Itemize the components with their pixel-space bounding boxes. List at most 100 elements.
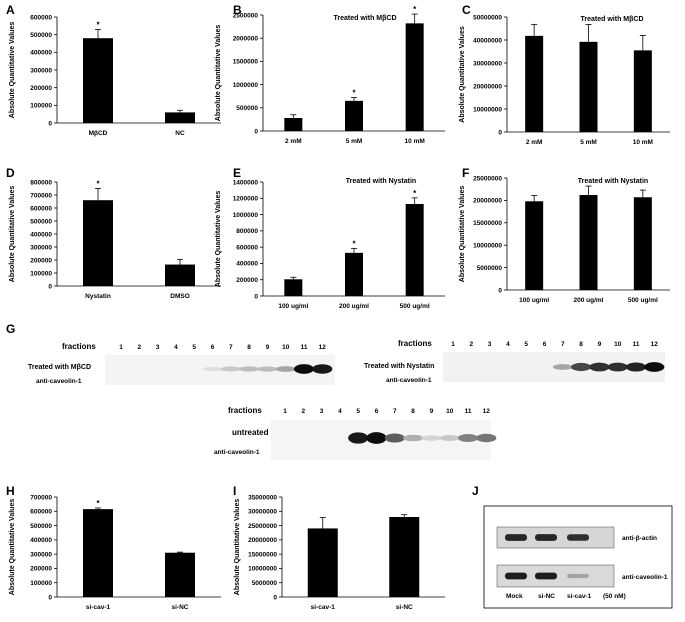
- chart-h-ytick-label: 400000: [30, 537, 52, 544]
- chart-f-ytick-label: 15000000: [473, 220, 502, 227]
- blot-mbcd-fraction-number: 9: [266, 344, 270, 351]
- chart-d-ytick-label: 700000: [30, 192, 52, 199]
- chart-e-bar: [345, 252, 363, 296]
- chart-c-ytick-label: 30000000: [473, 60, 502, 67]
- chart-d: 0 100000 200000 300000 400000 500000 600000 700…: [9, 179, 221, 300]
- blot-nystatin-band: [552, 364, 573, 370]
- chart-e-ytick-label: 1200000: [233, 196, 259, 203]
- western-j-band: [535, 572, 557, 580]
- blot-nystatin-treatment-label: Treated with Nystatin: [364, 363, 434, 370]
- western-j-lane-mock: Mock: [506, 593, 523, 600]
- chart-a-ytick-label: 600000: [30, 14, 52, 21]
- panel-letter-e: E: [233, 166, 241, 180]
- blot-mbcd-fraction-number: 7: [229, 344, 233, 351]
- panel-f-title: Treated with Nystatin: [578, 178, 648, 185]
- chart-a-ytick-label: 200000: [30, 85, 52, 92]
- chart-a-ytick-label: 400000: [30, 50, 52, 57]
- chart-f-ylabel: Absolute Quantitative Values: [459, 186, 466, 283]
- western-j: anti-β-actin anti-caveolin-1 Mock si-NC …: [483, 505, 673, 609]
- chart-d-category-label: DMSO: [170, 293, 190, 300]
- chart-b-ytick-label: 500000: [236, 105, 258, 112]
- chart-c-ytick-label: 10000000: [473, 106, 502, 113]
- chart-f-category-label: 200 ug/ml: [574, 297, 604, 304]
- chart-a-ylabel: Absolute Quantitative Values: [9, 22, 16, 119]
- chart-e-ytick-label: 1400000: [233, 179, 259, 186]
- chart-h-ytick-label: 0: [48, 594, 52, 601]
- blot-mbcd-band: [202, 366, 223, 372]
- blot-untreated-fractions-label: fractions: [228, 406, 262, 415]
- chart-d-ytick-label: 600000: [30, 205, 52, 212]
- blot-untreated-fraction-number: 9: [430, 408, 434, 415]
- chart-c-bar: [633, 50, 652, 132]
- blot-nystatin-band: [625, 362, 647, 372]
- panel-letter-b: B: [233, 3, 242, 17]
- blot-nystatin-fraction-number: 4: [506, 341, 510, 348]
- blot-untreated-band: [384, 433, 405, 443]
- chart-h-category-label: si-cav-1: [86, 604, 111, 611]
- chart-i: 0 5000000 10000000 15000000 20000000 25000000…: [234, 494, 445, 611]
- chart-i-category-label: si-NC: [396, 604, 413, 611]
- chart-e-ytick-label: 800000: [236, 228, 258, 235]
- chart-i-ytick-label: 10000000: [248, 566, 277, 573]
- blot-mbcd-fractions-label: fractions: [62, 342, 96, 351]
- blot-untreated-band: [348, 432, 369, 444]
- chart-d-ytick-label: 200000: [30, 257, 52, 264]
- chart-e-ytick-label: 0: [254, 293, 258, 300]
- chart-b-category-label: 2 mM: [285, 138, 302, 145]
- chart-a-ytick-label: 300000: [30, 67, 52, 74]
- panel-b-title: Treated with MβCD: [334, 15, 397, 22]
- blot-untreated-fraction-number: 11: [465, 408, 472, 415]
- chart-d-ytick-label: 100000: [30, 270, 52, 277]
- blot-mbcd: fractions Treated with MβCD anti-caveoli…: [28, 342, 335, 385]
- chart-c-category-label: 5 mM: [580, 139, 597, 146]
- chart-a-bar: [83, 38, 113, 124]
- blot-nystatin-fraction-number: 7: [561, 341, 565, 348]
- chart-h-ytick-label: 700000: [30, 494, 52, 501]
- chart-i-ytick-label: 20000000: [248, 537, 277, 544]
- panel-letter-f: F: [462, 166, 469, 180]
- chart-b-significance: *: [352, 89, 356, 98]
- chart-e-category-label: 200 ug/ml: [339, 303, 369, 310]
- chart-i-ytick-label: 5000000: [252, 580, 278, 587]
- blot-mbcd-band: [220, 366, 241, 372]
- blot-untreated-fraction-number: 3: [320, 408, 324, 415]
- chart-a-ytick-label: 500000: [30, 32, 52, 39]
- chart-a-ytick-label: 0: [48, 120, 52, 127]
- chart-c-ytick-label: 0: [498, 129, 502, 136]
- blot-mbcd-fraction-number: 2: [137, 344, 141, 351]
- blot-nystatin-antibody-label: anti-caveolin-1: [386, 377, 432, 384]
- chart-d-ytick-label: 0: [48, 283, 52, 290]
- chart-e-category-label: 500 ug/ml: [400, 303, 430, 310]
- blot-mbcd-band: [312, 364, 333, 374]
- blot-untreated-fraction-number: 2: [301, 408, 305, 415]
- blot-mbcd-band: [275, 366, 296, 372]
- blot-nystatin-fraction-number: 6: [543, 341, 547, 348]
- blot-untreated-fraction-number: 10: [446, 408, 454, 415]
- chart-d-ylabel: Absolute Quantitative Values: [9, 186, 16, 283]
- chart-d-significance: *: [96, 180, 100, 189]
- chart-b-ytick-label: 0: [254, 128, 258, 135]
- panel-letter-c: C: [462, 3, 471, 17]
- chart-e-bar: [284, 279, 303, 296]
- blot-mbcd-antibody-label: anti-caveolin-1: [36, 378, 82, 385]
- blot-mbcd-fraction-number: 6: [211, 344, 215, 351]
- blot-mbcd-fraction-number: 11: [301, 344, 308, 351]
- blot-nystatin-fractions-label: fractions: [398, 339, 432, 348]
- blot-untreated-fraction-number: 6: [375, 408, 379, 415]
- blot-nystatin-band: [607, 362, 628, 372]
- chart-e-ytick-label: 400000: [236, 261, 258, 268]
- chart-d-ytick-label: 800000: [30, 179, 52, 186]
- chart-h-ytick-label: 200000: [30, 566, 52, 573]
- panel-letter-h: H: [6, 484, 15, 498]
- western-j-frame: [483, 505, 673, 609]
- chart-e-ytick-label: 1000000: [233, 212, 259, 219]
- chart-e-ytick-label: 200000: [236, 277, 258, 284]
- chart-h: 0 100000 200000 300000 400000 500000 600000 700…: [9, 494, 221, 611]
- western-j-band: [505, 572, 527, 580]
- blot-mbcd-fraction-number: 4: [174, 344, 178, 351]
- chart-c-ylabel: Absolute Quantitative Values: [459, 26, 466, 123]
- chart-b-category-label: 5 mM: [346, 138, 363, 145]
- blot-nystatin-band: [644, 362, 665, 372]
- chart-c-ytick-label: 20000000: [473, 83, 502, 90]
- blot-untreated-fraction-number: 7: [393, 408, 397, 415]
